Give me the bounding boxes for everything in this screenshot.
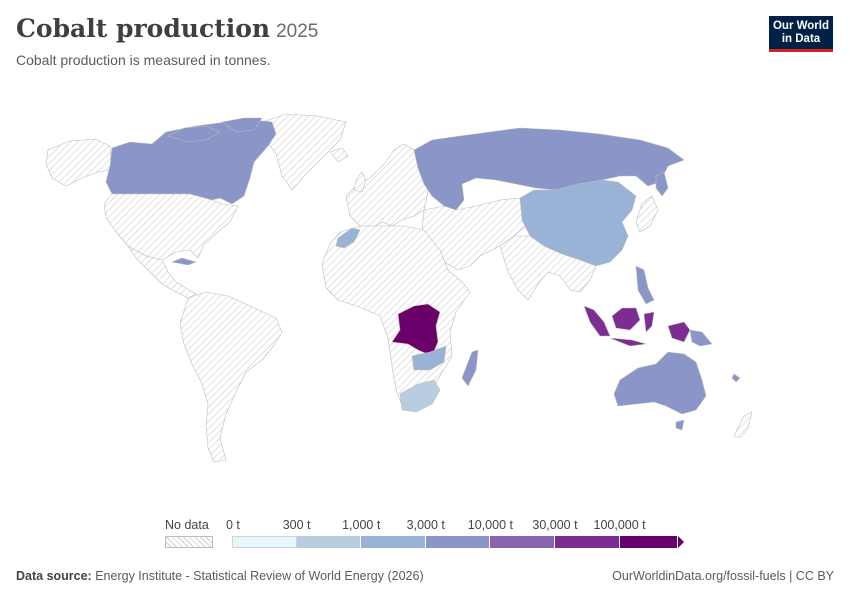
south-asia-shape[interactable] [499,235,597,301]
legend-bin-swatch[interactable] [232,536,297,548]
japan-shape[interactable] [635,195,659,233]
uk-shape[interactable] [353,171,367,193]
mexico-shape[interactable] [127,245,197,299]
legend-no-data-swatch[interactable] [165,536,213,548]
canada-arctic-islands-2[interactable] [221,117,263,133]
new-zealand-shape[interactable] [733,411,753,439]
iceland-shape[interactable] [329,147,349,163]
greenland-shape[interactable] [261,113,347,191]
country-indonesia[interactable] [583,305,691,347]
country-madagascar[interactable] [461,349,479,387]
country-cuba[interactable] [171,257,197,266]
legend-bin-swatch[interactable] [425,536,491,548]
south-america-shape[interactable] [179,291,283,463]
legend-tick-label: 3,000 t [406,518,445,532]
logo-line-2: in Data [781,33,821,45]
country-australia-tasmania[interactable] [675,419,685,431]
legend-tick-label: 300 t [282,518,311,532]
country-new-caledonia[interactable] [731,373,741,383]
country-morocco[interactable] [335,227,361,249]
legend: No data 0 t 300 t 1,000 t 3,000 t 10,000 t 30… [0,512,850,552]
usa-shape[interactable] [103,193,239,261]
country-russia-sakhalin[interactable] [655,171,669,197]
country-dr-congo[interactable] [391,303,441,357]
source-label: Data source: [16,569,92,583]
logo-line-1: Our World [772,20,829,32]
legend-bin-swatch[interactable] [296,536,362,548]
legend-tick-label: 30,000 t [532,518,578,532]
footer-source: Data source: Energy Institute - Statisti… [16,569,424,583]
legend-no-data-label: No data [165,518,209,532]
legend-bin-swatch[interactable] [619,536,679,548]
footer-url[interactable]: OurWorldinData.org/fossil-fuels | CC BY [612,569,834,583]
world-map[interactable] [0,100,850,500]
legend-bin-swatch[interactable] [490,536,555,548]
source-text: Energy Institute - Statistical Review of… [95,569,424,583]
legend-tick-label: 100,000 t [593,518,646,532]
legend-tick-label: 0 t [226,518,240,532]
legend-tick-label: 1,000 t [342,518,381,532]
country-zambia[interactable] [411,345,447,371]
alaska-shape[interactable] [45,138,113,187]
legend-tick-label: 10,000 t [467,518,513,532]
chart-title: Cobalt production 2025 [16,14,318,43]
country-south-africa[interactable] [399,379,441,413]
legend-bin-swatch[interactable] [361,536,426,548]
country-australia[interactable] [613,351,707,415]
title-text: Cobalt production [16,14,271,43]
country-philippines[interactable] [635,265,655,305]
legend-bin-swatch[interactable] [555,536,620,548]
chart-subtitle: Cobalt production is measured in tonnes. [16,52,271,68]
legend-arrow-icon [678,536,685,548]
title-year: 2025 [276,21,319,42]
country-papua-new-guinea[interactable] [689,329,713,347]
owid-logo[interactable]: Our World in Data [769,16,833,52]
canada-arctic-islands[interactable] [167,125,221,143]
